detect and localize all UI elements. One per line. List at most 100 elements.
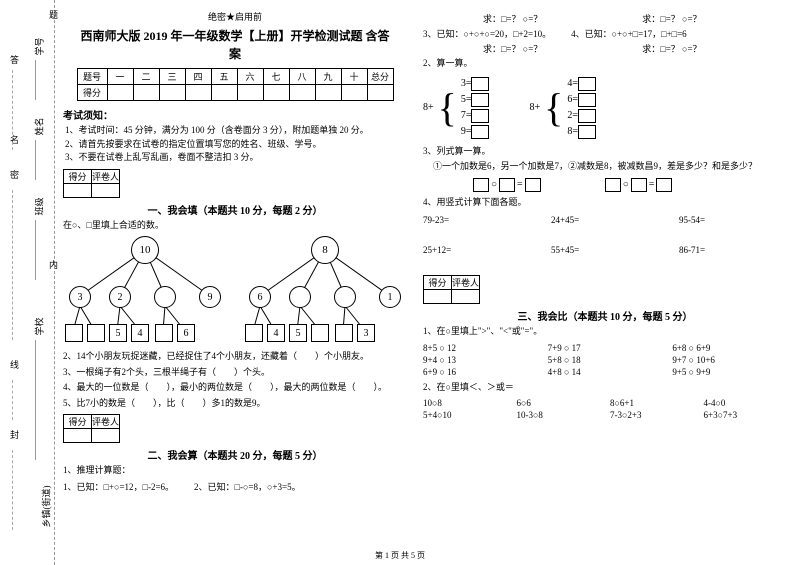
secret-label: 绝密★启用前 — [63, 10, 407, 23]
compare-grid: 10○86○68○6+14-4○0 5+4○1010-3○87-3○2+36+3… — [423, 398, 787, 420]
compare-item: 9+5 ○ 9+9 — [672, 367, 787, 377]
mini-score-table: 得分评卷人 — [63, 414, 120, 443]
problem-text: ①一个加数是6，另一个加数是7，②减数是8，被减数昌9，差是多少？和是多少？ — [433, 160, 787, 174]
cell: 得分 — [424, 276, 452, 290]
cut: 密 — [8, 170, 21, 179]
eq-row: 求：□=？ ○=？ 求：□=？ ○=？ — [483, 12, 787, 25]
brace-left: 8+ { 3= 5= 7= 9= — [423, 77, 489, 139]
hint: 线 — [8, 360, 21, 369]
line — [35, 340, 36, 460]
brace-row: 9= — [461, 125, 490, 139]
line — [35, 140, 36, 180]
binding-column: 学号 姓名 班级 学校 乡镇(街道) 题 答 内 线 封 密 名 — [0, 0, 55, 565]
tree-2: 8 6 1 4 5 3 — [245, 236, 405, 346]
tree-leaf — [245, 324, 263, 342]
compare-grid: 8+5 ○ 12 7+9 ○ 17 6+8 ○ 6+9 9+4 ○ 13 5+8 ○ … — [423, 343, 787, 377]
tree-node — [334, 286, 356, 308]
mini-score-table: 得分评卷人 — [423, 275, 480, 304]
compare-item: 6+9 ○ 16 — [423, 367, 538, 377]
binding-label: 班级 — [33, 197, 46, 215]
tree-leaf: 5 — [109, 324, 127, 342]
brace-row: 8= — [567, 125, 596, 139]
eq-row: 3、已知：○+○+○=20，□+2=10。 4、已知：○+○+□=17，□+□=… — [423, 27, 787, 40]
left-column: 绝密★启用前 西南师大版 2019 年一年级数学【上册】开学检测试题 含答 案 … — [55, 0, 415, 565]
compare-item: 5+4○10 — [423, 410, 507, 420]
box — [605, 178, 621, 192]
base: 8+ — [529, 102, 540, 113]
tree-node: 3 — [69, 286, 91, 308]
notice-item: 2、请首先按要求在试卷的指定位置填写您的姓名、班级、学号。 — [65, 138, 407, 152]
compare-item: 7-3○2+3 — [610, 410, 694, 420]
answer-box — [471, 109, 489, 123]
problem-text: 在○、□里填上合适的数。 — [63, 219, 407, 233]
table-row: 题号 一 二 三 四 五 六 七 八 九 十 总分 — [77, 69, 393, 85]
line — [12, 70, 13, 150]
compare-item: 4+8 ○ 14 — [548, 367, 663, 377]
tree-leaf: 4 — [131, 324, 149, 342]
notice-title: 考试须知： — [63, 107, 407, 122]
tree-leaf: 5 — [289, 324, 307, 342]
calc-item: 86-71= — [679, 245, 787, 255]
page-footer: 第 1 页 共 5 页 — [375, 550, 425, 561]
calc-item: 95-54= — [679, 215, 787, 225]
tree-leaf — [311, 324, 329, 342]
problem-text: 3、列式算一算。 — [423, 145, 787, 159]
tree-root: 10 — [131, 236, 159, 264]
cell: 总分 — [367, 69, 393, 85]
eq: 求：□=？ ○=？ — [642, 42, 701, 55]
cell: 得分 — [77, 85, 107, 101]
line — [12, 450, 13, 530]
eq-row: 1、已知：□+○=12，□-2=6。 2、已知：□-○=8，○+3=5。 — [63, 480, 407, 493]
compare-item: 9+4 ○ 13 — [423, 355, 538, 365]
cell: 评卷人 — [452, 276, 480, 290]
calc-item: 55+45= — [551, 245, 659, 255]
binding-label: 乡镇(街道) — [40, 486, 53, 528]
cut: 名 — [8, 135, 21, 144]
tree-leaf: 3 — [357, 324, 375, 342]
cell: 评卷人 — [92, 169, 120, 183]
cell: 题号 — [77, 69, 107, 85]
cell: 三 — [159, 69, 185, 85]
box — [473, 178, 489, 192]
compare-item: 6+8 ○ 6+9 — [672, 343, 787, 353]
calc-grid: 25+12= 55+45= 86-71= — [423, 245, 787, 255]
eq: 2、已知：□-○=8，○+3=5。 — [194, 480, 301, 493]
cell: 五 — [211, 69, 237, 85]
tree-diagrams: 10 3 2 9 5 4 6 8 6 — [63, 236, 407, 346]
tree-node: 1 — [379, 286, 401, 308]
exam-title-line2: 案 — [63, 45, 407, 62]
compare-item: 6+3○7+3 — [704, 410, 788, 420]
eq: 求：□=？ ○=？ — [483, 12, 542, 25]
cell: 十 — [341, 69, 367, 85]
eq: 求：□=？ ○=？ — [483, 42, 542, 55]
compare-item: 8+5 ○ 12 — [423, 343, 538, 353]
brace-right: 8+ { 4= 6= 2= 8= — [529, 77, 595, 139]
answer-box — [471, 93, 489, 107]
calc-item: 79-23= — [423, 215, 531, 225]
tree-leaf — [65, 324, 83, 342]
brace-row: 2= — [567, 109, 596, 123]
tree-node — [154, 286, 176, 308]
tree-root: 8 — [311, 236, 339, 264]
compare-item: 5+8 ○ 18 — [548, 355, 663, 365]
eq: 1、已知：□+○=12，□-2=6。 — [63, 480, 174, 493]
brace-icon: { — [544, 88, 563, 128]
section-2-title: 二、我会算（本题共 20 分，每题 5 分） — [63, 447, 407, 462]
tree-leaf: 4 — [267, 324, 285, 342]
problem-text: 1、在○里填上">"、"<"或"="。 — [423, 325, 787, 339]
cell: 二 — [133, 69, 159, 85]
answer-box — [578, 125, 596, 139]
line — [35, 60, 36, 100]
base: 8+ — [423, 102, 434, 113]
brace-row: 3= — [461, 77, 490, 91]
notice-item: 1、考试时间：45 分钟，满分为 100 分（含卷面分 3 分），附加题单独 2… — [65, 124, 407, 138]
right-column: 求：□=？ ○=？ 求：□=？ ○=？ 3、已知：○+○+○=20，□+2=10… — [415, 0, 795, 565]
problem-text: 2、算一算。 — [423, 57, 787, 71]
eq: 4、已知：○+○+□=17，□+□=6 — [571, 27, 687, 40]
box — [525, 178, 541, 192]
answer-box — [471, 77, 489, 91]
box — [499, 178, 515, 192]
answer-box — [578, 93, 596, 107]
compare-item: 7+9 ○ 17 — [548, 343, 663, 353]
section-3-title: 三、我会比（本题共 10 分，每题 5 分） — [423, 308, 787, 323]
